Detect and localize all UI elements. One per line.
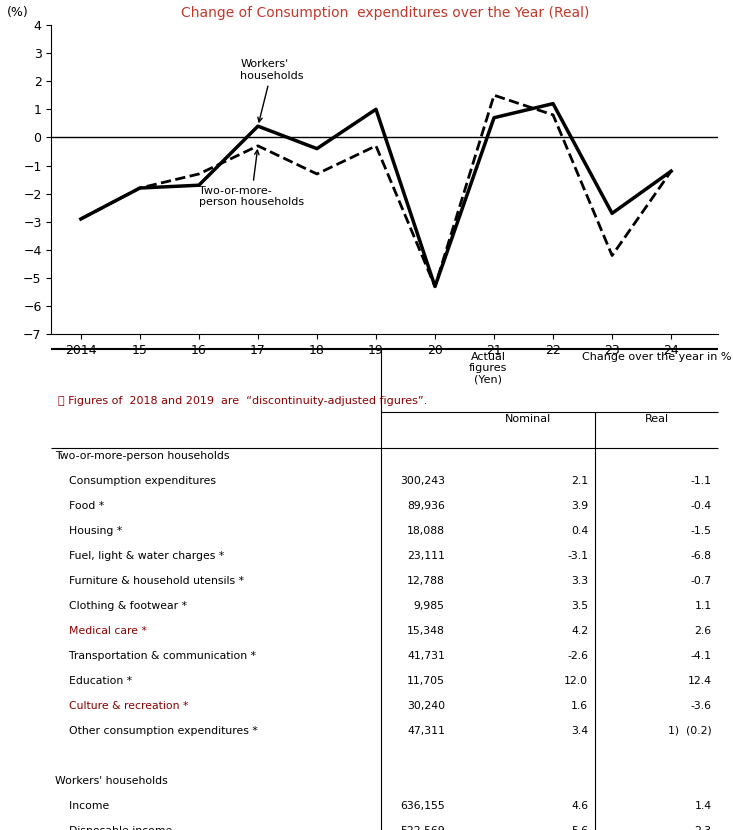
Text: 2.3: 2.3	[695, 826, 712, 830]
Text: 1)  (0.2): 1) (0.2)	[668, 725, 712, 735]
Text: 89,936: 89,936	[407, 501, 445, 511]
Text: 2.6: 2.6	[695, 626, 712, 636]
Text: -0.4: -0.4	[690, 501, 712, 511]
Text: 4.2: 4.2	[571, 626, 589, 636]
Text: Medical care *: Medical care *	[55, 626, 147, 636]
Y-axis label: (%): (%)	[7, 6, 29, 19]
Text: -4.1: -4.1	[690, 651, 712, 661]
Text: -2.6: -2.6	[567, 651, 589, 661]
Text: 18,088: 18,088	[407, 526, 445, 536]
Text: Education *: Education *	[55, 676, 132, 686]
Text: 15,348: 15,348	[407, 626, 445, 636]
Text: 41,731: 41,731	[407, 651, 445, 661]
Text: 1.4: 1.4	[695, 801, 712, 811]
Text: 11,705: 11,705	[407, 676, 445, 686]
Text: 5.6: 5.6	[571, 826, 589, 830]
Text: 30,240: 30,240	[407, 701, 445, 710]
Text: 12,788: 12,788	[407, 576, 445, 586]
Title: Change of Consumption  expenditures over the Year (Real): Change of Consumption expenditures over …	[180, 6, 589, 20]
Text: -6.8: -6.8	[690, 551, 712, 561]
Text: 522,569: 522,569	[400, 826, 445, 830]
Text: -3.1: -3.1	[567, 551, 589, 561]
Text: Real: Real	[644, 414, 668, 424]
Text: 1.1: 1.1	[695, 601, 712, 611]
Text: Change over the year in %: Change over the year in %	[582, 352, 732, 362]
Text: Workers'
households: Workers' households	[240, 59, 303, 122]
Text: Two-or-more-
person households: Two-or-more- person households	[199, 150, 304, 208]
Text: Housing *: Housing *	[55, 526, 122, 536]
Text: -3.6: -3.6	[690, 701, 712, 710]
Text: Clothing & footwear *: Clothing & footwear *	[55, 601, 187, 611]
Text: Food *: Food *	[55, 501, 104, 511]
Text: 2.1: 2.1	[571, 476, 589, 486]
Text: Culture & recreation *: Culture & recreation *	[55, 701, 188, 710]
Text: 9,985: 9,985	[414, 601, 445, 611]
Text: -0.7: -0.7	[690, 576, 712, 586]
Text: Disposable income: Disposable income	[55, 826, 172, 830]
Text: Transportation & communication *: Transportation & communication *	[55, 651, 256, 661]
Text: Actual
figures
(Yen): Actual figures (Yen)	[469, 352, 507, 385]
Text: 12.4: 12.4	[688, 676, 712, 686]
Text: 1.6: 1.6	[571, 701, 589, 710]
Text: 3.3: 3.3	[571, 576, 589, 586]
Text: 3.5: 3.5	[571, 601, 589, 611]
Text: 47,311: 47,311	[407, 725, 445, 735]
Text: Other consumption expenditures *: Other consumption expenditures *	[55, 725, 257, 735]
Text: 23,111: 23,111	[407, 551, 445, 561]
Text: Consumption expenditures: Consumption expenditures	[55, 476, 216, 486]
Text: 4.6: 4.6	[571, 801, 589, 811]
Text: Furniture & household utensils *: Furniture & household utensils *	[55, 576, 243, 586]
Text: Two-or-more-person households: Two-or-more-person households	[55, 452, 229, 461]
Text: 300,243: 300,243	[400, 476, 445, 486]
Text: 12.0: 12.0	[564, 676, 589, 686]
Text: 3.4: 3.4	[571, 725, 589, 735]
Text: 0.4: 0.4	[571, 526, 589, 536]
Text: Nominal: Nominal	[505, 414, 551, 424]
Text: Income: Income	[55, 801, 109, 811]
Text: -1.5: -1.5	[690, 526, 712, 536]
Text: -1.1: -1.1	[690, 476, 712, 486]
Text: Workers' households: Workers' households	[55, 776, 167, 786]
Text: ＊ Figures of  2018 and 2019  are  “discontinuity-adjusted figures”.: ＊ Figures of 2018 and 2019 are “disconti…	[58, 396, 427, 406]
Text: Fuel, light & water charges *: Fuel, light & water charges *	[55, 551, 224, 561]
Text: 636,155: 636,155	[400, 801, 445, 811]
Text: 3.9: 3.9	[571, 501, 589, 511]
